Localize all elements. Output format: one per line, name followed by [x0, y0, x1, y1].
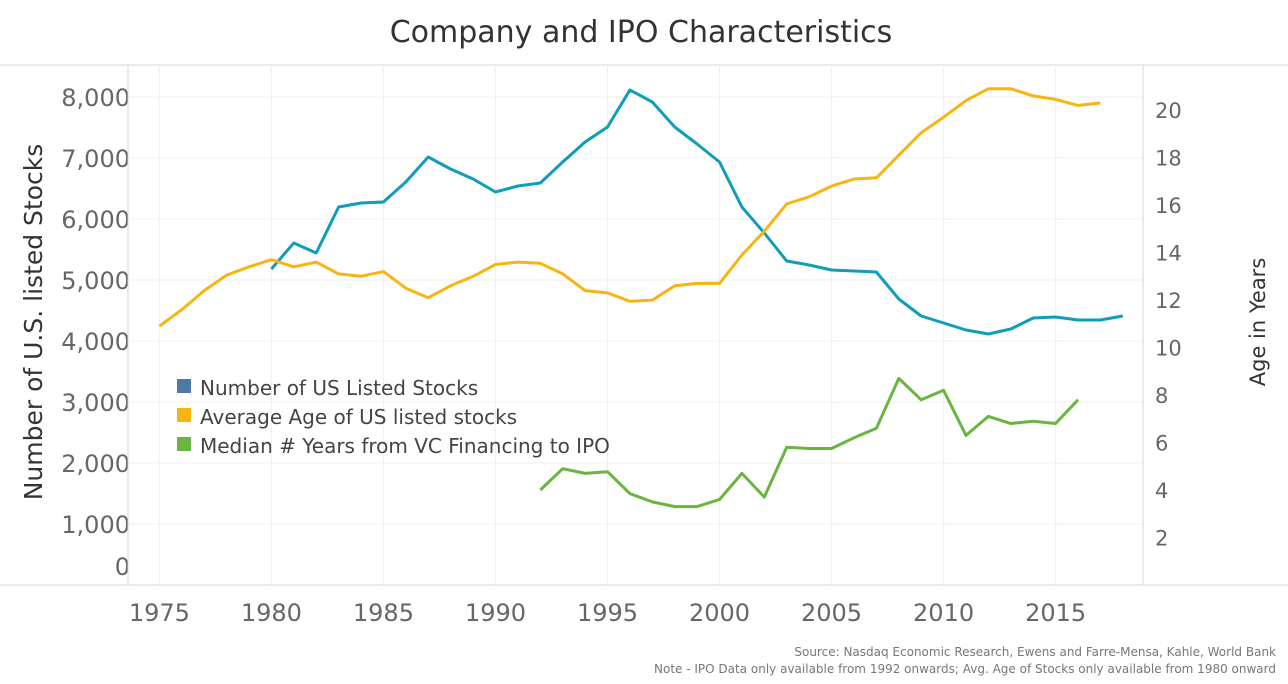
chart-title: Company and IPO Characteristics	[390, 15, 893, 50]
x-tick-label: 1985	[353, 599, 414, 627]
axes: 0 1,000 2,000 3,000 4,000 5,000 6,000 7,000 8,00…	[0, 65, 1288, 627]
legend: Number of US Listed Stocks Average Age of…	[177, 376, 610, 458]
y-axis-label: Number of U.S. listed Stocks	[19, 144, 48, 501]
x-tick-label: 1980	[241, 599, 302, 627]
series-line-1	[270, 88, 1124, 336]
y-tick-label: 0	[115, 553, 130, 581]
legend-swatch	[177, 408, 191, 422]
series-line-3	[539, 376, 1080, 509]
y-tick-label: 2,000	[61, 450, 130, 478]
y-tick-label: 4,000	[61, 328, 130, 356]
y2-tick-label: 18	[1155, 147, 1182, 171]
gridlines	[128, 65, 1143, 585]
legend-label: Average Age of US listed stocks	[200, 405, 517, 429]
series-line-2	[158, 87, 1101, 328]
x-tick-label: 2005	[801, 599, 862, 627]
y2-tick-label: 16	[1155, 194, 1182, 218]
x-tick-label: 2000	[689, 599, 750, 627]
x-tick-label: 1990	[465, 599, 526, 627]
legend-label: Median # Years from VC Financing to IPO	[200, 434, 610, 458]
x-tick-label: 2010	[913, 599, 974, 627]
y2-tick-label: 20	[1155, 99, 1182, 123]
data-note: Note - IPO Data only available from 1992…	[654, 662, 1276, 676]
y2-tick-label: 8	[1155, 384, 1168, 408]
y2-tick-label: 10	[1155, 337, 1182, 361]
y2-tick-label: 2	[1155, 527, 1168, 551]
source-note: Source: Nasdaq Economic Research, Ewens …	[794, 645, 1276, 659]
x-tick-label: 2015	[1025, 599, 1086, 627]
y-tick-label: 1,000	[61, 511, 130, 539]
y-tick-label: 3,000	[61, 389, 130, 417]
y-tick-label: 5,000	[61, 267, 130, 295]
x-tick-label: 1975	[129, 599, 190, 627]
y2-tick-label: 12	[1155, 289, 1182, 313]
legend-swatch	[177, 379, 191, 393]
y-tick-label: 7,000	[61, 145, 130, 173]
legend-label: Number of US Listed Stocks	[200, 376, 478, 400]
legend-swatch	[177, 437, 191, 451]
y-tick-label: 8,000	[61, 84, 130, 112]
y-tick-label: 6,000	[61, 206, 130, 234]
x-tick-label: 1995	[577, 599, 638, 627]
y2-axis-label: Age in Years	[1246, 258, 1270, 387]
y2-tick-label: 14	[1155, 242, 1182, 266]
y2-tick-label: 4	[1155, 479, 1168, 503]
y2-tick-label: 6	[1155, 432, 1168, 456]
series-lines	[158, 87, 1124, 509]
